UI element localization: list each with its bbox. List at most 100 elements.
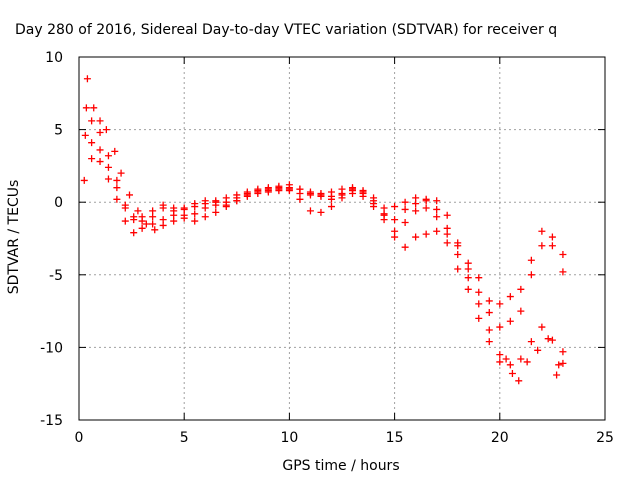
- data-point: [111, 147, 119, 155]
- x-tick-label: 5: [180, 430, 189, 446]
- data-point: [130, 216, 138, 224]
- data-point: [117, 169, 125, 177]
- data-point: [222, 194, 230, 202]
- data-point: [523, 358, 531, 366]
- data-point: [555, 361, 563, 369]
- data-point: [233, 191, 241, 199]
- data-points: [80, 75, 567, 385]
- data-point: [538, 242, 546, 250]
- data-point: [527, 338, 535, 346]
- data-point: [485, 338, 493, 346]
- data-point: [159, 201, 167, 209]
- data-point: [125, 191, 133, 199]
- data-point: [222, 201, 230, 209]
- data-point: [538, 323, 546, 331]
- data-point: [82, 104, 90, 112]
- x-axis-label: GPS time / hours: [282, 458, 399, 474]
- data-point: [191, 203, 199, 211]
- data-point: [317, 208, 325, 216]
- data-point: [559, 250, 567, 258]
- data-point: [338, 194, 346, 202]
- data-point: [443, 239, 451, 247]
- x-tick-label: 0: [75, 430, 84, 446]
- data-point: [464, 259, 472, 267]
- data-point: [317, 192, 325, 200]
- y-tick-label: -15: [40, 413, 63, 429]
- data-point: [422, 204, 430, 212]
- data-point: [401, 243, 409, 251]
- x-tick-label: 20: [491, 430, 509, 446]
- data-point: [506, 293, 514, 301]
- data-point: [401, 198, 409, 206]
- data-point: [90, 104, 98, 112]
- data-point: [412, 194, 420, 202]
- data-point: [113, 195, 121, 203]
- data-point: [149, 220, 157, 228]
- data-point: [475, 288, 483, 296]
- data-point: [170, 217, 178, 225]
- data-point: [296, 195, 304, 203]
- data-point: [243, 188, 251, 196]
- data-point: [475, 274, 483, 282]
- data-point: [527, 256, 535, 264]
- data-point: [544, 335, 552, 343]
- data-point: [180, 205, 188, 213]
- data-point: [212, 208, 220, 216]
- data-point: [454, 265, 462, 273]
- data-point: [485, 309, 493, 317]
- data-point: [412, 233, 420, 241]
- data-point: [496, 323, 504, 331]
- axis-ticks: [78, 56, 606, 421]
- data-point: [534, 346, 542, 354]
- data-point: [138, 224, 146, 232]
- y-tick-label: 0: [54, 195, 63, 211]
- data-point: [475, 314, 483, 322]
- data-point: [496, 358, 504, 366]
- data-point: [191, 217, 199, 225]
- data-point: [496, 351, 504, 359]
- x-tick-label: 10: [280, 430, 298, 446]
- data-point: [81, 131, 89, 139]
- data-point: [104, 163, 112, 171]
- data-point: [548, 242, 556, 250]
- data-point: [517, 307, 525, 315]
- y-tick-label: 10: [45, 50, 63, 66]
- data-point: [433, 227, 441, 235]
- data-point: [496, 300, 504, 308]
- data-point: [380, 211, 388, 219]
- x-tick-label: 25: [596, 430, 614, 446]
- data-point: [401, 219, 409, 227]
- data-point: [485, 326, 493, 334]
- data-point: [433, 205, 441, 213]
- data-point: [296, 185, 304, 193]
- data-point: [264, 184, 272, 192]
- data-point: [170, 204, 178, 212]
- data-point: [443, 211, 451, 219]
- data-point: [306, 207, 314, 215]
- data-point: [548, 336, 556, 344]
- data-point: [502, 355, 510, 363]
- data-point: [142, 220, 150, 228]
- chart-title: Day 280 of 2016, Sidereal Day-to-day VTE…: [15, 22, 557, 38]
- data-point: [422, 230, 430, 238]
- data-point: [327, 195, 335, 203]
- data-point: [134, 207, 142, 215]
- data-point: [130, 229, 138, 237]
- data-point: [306, 188, 314, 196]
- data-point: [138, 213, 146, 221]
- data-point: [159, 221, 167, 229]
- data-point: [517, 285, 525, 293]
- data-point: [180, 214, 188, 222]
- data-point: [464, 274, 472, 282]
- data-point: [254, 185, 262, 193]
- data-point: [506, 361, 514, 369]
- data-point: [359, 192, 367, 200]
- data-point: [559, 359, 567, 367]
- data-point: [391, 203, 399, 211]
- data-point: [515, 377, 523, 385]
- data-point: [538, 227, 546, 235]
- data-point: [391, 216, 399, 224]
- data-point: [113, 184, 121, 192]
- series-4: [81, 131, 567, 308]
